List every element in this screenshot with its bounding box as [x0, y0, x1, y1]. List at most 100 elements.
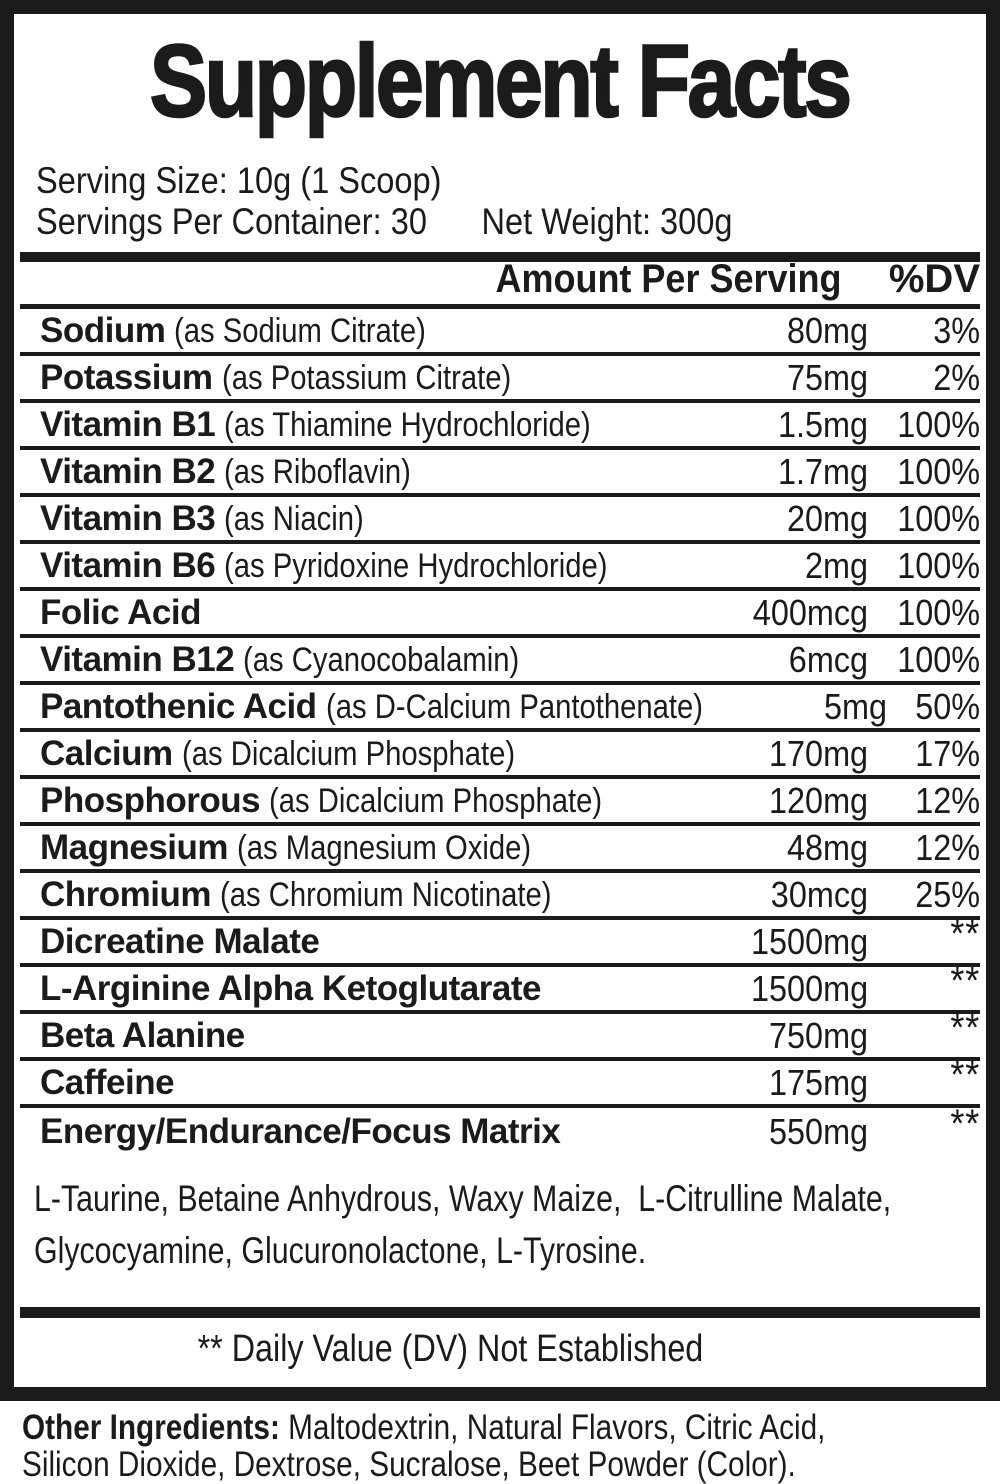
nutrient-name: Chromium — [40, 874, 212, 914]
divider-bar-top — [20, 252, 980, 262]
nutrient-dv: 100% — [897, 544, 980, 586]
nutrient-name: Vitamin B12 — [40, 639, 235, 679]
nutrient-amount: 80mg — [786, 309, 868, 351]
nutrient-amount: 75mg — [786, 356, 868, 398]
nutrient-name-cell: Chromium (as Chromium Nicotinate) — [20, 875, 720, 915]
nutrient-name-cell: L-Arginine Alpha Ketoglutarate — [20, 969, 720, 1009]
nutrient-rows: Sodium (as Sodium Citrate) 80mg 3% Potass… — [20, 309, 980, 1155]
nutrient-row: Vitamin B12 (as Cyanocobalamin) 6mcg 100% — [20, 638, 980, 685]
nutrient-dv: 100% — [897, 638, 980, 680]
nutrient-amount: 120mg — [768, 779, 868, 821]
nutrient-source: (as Sodium Citrate) — [174, 311, 427, 350]
nutrient-amount-cell: 400mcg — [720, 592, 868, 634]
nutrient-name: Sodium — [40, 310, 166, 350]
nutrient-name: Phosphorous — [40, 780, 261, 820]
amount-per-serving-header: Amount Per Serving — [495, 257, 842, 301]
nutrient-dv-cell: 100% — [868, 545, 980, 587]
nutrient-row: Folic Acid 400mcg 100% — [20, 591, 980, 638]
nutrient-dv-cell: 50% — [887, 686, 980, 728]
nutrient-dv-cell: 100% — [868, 639, 980, 681]
nutrient-name-cell: Magnesium (as Magnesium Oxide) — [20, 828, 720, 868]
nutrient-amount-cell: 80mg — [720, 310, 868, 352]
nutrient-amount: 400mcg — [752, 591, 868, 633]
nutrient-amount-cell: 30mcg — [720, 874, 868, 916]
nutrient-amount-cell: 750mg — [720, 1015, 868, 1057]
nutrient-row: Vitamin B3 (as Niacin) 20mg 100% — [20, 497, 980, 544]
nutrient-amount: 550mg — [768, 1110, 868, 1152]
nutrient-row: Energy/Endurance/Focus Matrix 550mg ** — [20, 1102, 980, 1155]
nutrient-dv-cell: ** — [868, 959, 980, 1011]
nutrient-source: (as Thiamine Hydrochloride) — [224, 405, 591, 444]
nutrient-name-cell: Vitamin B2 (as Riboflavin) — [20, 452, 720, 492]
nutrient-name-cell: Caffeine — [20, 1063, 720, 1103]
nutrient-name-cell: Phosphorous (as Dicalcium Phosphate) — [20, 781, 720, 821]
nutrient-amount: 1.5mg — [777, 403, 868, 445]
nutrient-name-cell: Energy/Endurance/Focus Matrix — [20, 1112, 720, 1152]
nutrient-amount: 1500mg — [750, 967, 868, 1009]
matrix-ingredients: L-Taurine, Betaine Anhydrous, Waxy Maize… — [20, 1173, 980, 1277]
nutrient-name-cell: Beta Alanine — [20, 1016, 720, 1056]
nutrient-amount-cell: 1.7mg — [720, 451, 868, 493]
nutrient-dv-cell: ** — [868, 1053, 980, 1105]
nutrient-source: (as Dicalcium Phosphate) — [269, 781, 603, 820]
nutrient-dv: 25% — [915, 873, 980, 915]
nutrient-source: (as Dicalcium Phosphate) — [181, 734, 515, 773]
nutrient-amount: 175mg — [768, 1061, 868, 1103]
nutrient-name-cell: Calcium (as Dicalcium Phosphate) — [20, 734, 720, 774]
servings-per-container-text: Servings Per Container: 30 — [36, 201, 427, 242]
nutrient-dv-cell: 100% — [868, 404, 980, 446]
nutrient-amount: 1.7mg — [777, 450, 868, 492]
nutrient-dv-cell: 3% — [868, 310, 980, 352]
nutrient-row: Magnesium (as Magnesium Oxide) 48mg 12% — [20, 826, 980, 873]
nutrient-dv: ** — [950, 1006, 980, 1050]
nutrient-name: Caffeine — [40, 1062, 175, 1102]
nutrient-name: Vitamin B6 — [40, 545, 216, 585]
serving-info: Serving Size: 10g (1 Scoop) Servings Per… — [20, 160, 980, 242]
nutrient-dv-cell: 100% — [868, 451, 980, 493]
nutrient-dv-cell: 100% — [868, 498, 980, 540]
nutrient-source: (as Potassium Citrate) — [221, 358, 511, 397]
nutrient-name-cell: Vitamin B6 (as Pyridoxine Hydrochloride) — [20, 546, 720, 586]
nutrient-name: Folic Acid — [40, 592, 201, 632]
nutrient-dv: ** — [950, 912, 980, 956]
nutrient-dv-cell: ** — [868, 1006, 980, 1058]
nutrient-name: Energy/Endurance/Focus Matrix — [40, 1111, 561, 1151]
serving-size-text: Serving Size: 10g (1 Scoop) — [36, 160, 442, 201]
nutrient-name-cell: Folic Acid — [20, 593, 720, 633]
label-title: Supplement Facts — [20, 25, 980, 138]
nutrient-name: Dicreatine Malate — [40, 921, 320, 961]
nutrient-amount: 2mg — [804, 544, 868, 586]
nutrient-row: Vitamin B1 (as Thiamine Hydrochloride) 1.… — [20, 403, 980, 450]
nutrient-amount: 48mg — [786, 826, 868, 868]
matrix-ingredients-text: L-Taurine, Betaine Anhydrous, Waxy Maize… — [34, 1178, 892, 1271]
nutrient-name-cell: Vitamin B1 (as Thiamine Hydrochloride) — [20, 405, 720, 445]
nutrient-dv: 100% — [897, 591, 980, 633]
nutrient-source: (as Niacin) — [224, 499, 364, 538]
nutrient-name-cell: Potassium (as Potassium Citrate) — [20, 358, 720, 398]
nutrient-source: (as Pyridoxine Hydrochloride) — [224, 546, 608, 585]
nutrient-row: Dicreatine Malate 1500mg ** — [20, 912, 980, 967]
net-weight-text: Net Weight: 300g — [481, 201, 733, 242]
nutrient-row: Chromium (as Chromium Nicotinate) 30mcg 2… — [20, 873, 980, 920]
nutrient-name: Vitamin B3 — [40, 498, 216, 538]
nutrient-amount-cell: 175mg — [720, 1062, 868, 1104]
nutrient-amount: 20mg — [786, 497, 868, 539]
nutrient-source: (as Magnesium Oxide) — [237, 828, 532, 867]
nutrient-dv-cell: 12% — [868, 780, 980, 822]
nutrient-name-cell: Dicreatine Malate — [20, 922, 720, 962]
nutrient-amount: 1500mg — [750, 920, 868, 962]
dv-footnote-text: ** Daily Value (DV) Not Established — [197, 1328, 703, 1370]
nutrient-dv-cell: ** — [868, 1102, 980, 1154]
nutrient-amount-cell: 120mg — [720, 780, 868, 822]
nutrient-row: Pantothenic Acid (as D-Calcium Pantothena… — [20, 685, 980, 732]
nutrient-source: (as Riboflavin) — [224, 452, 412, 491]
nutrient-dv: 50% — [915, 685, 980, 727]
nutrient-row: Beta Alanine 750mg ** — [20, 1006, 980, 1061]
nutrient-amount: 6mcg — [788, 638, 868, 680]
nutrient-name: Pantothenic Acid — [40, 686, 317, 726]
nutrient-row: Potassium (as Potassium Citrate) 75mg 2% — [20, 356, 980, 403]
nutrient-dv: 12% — [915, 826, 980, 868]
nutrient-row: Caffeine 175mg ** — [20, 1053, 980, 1108]
nutrient-row: Vitamin B6 (as Pyridoxine Hydrochloride) … — [20, 544, 980, 591]
